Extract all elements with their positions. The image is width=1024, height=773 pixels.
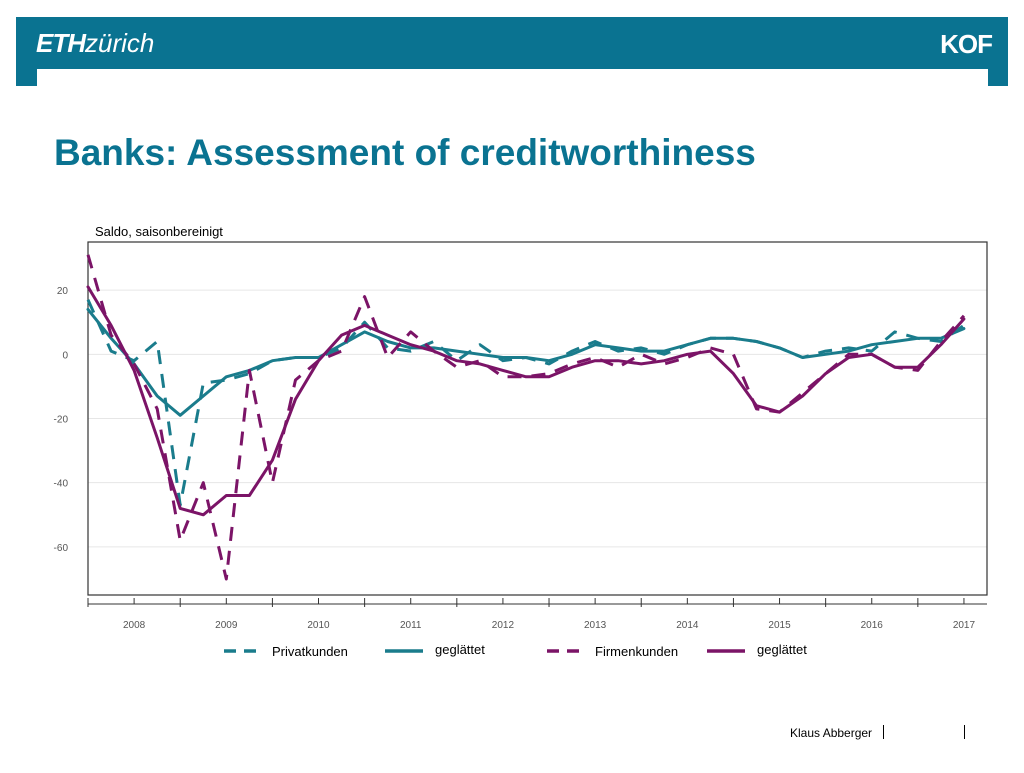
header-bar [16, 17, 1008, 69]
x-tick-label: 2013 [584, 620, 607, 631]
legend-label: Privatkunden [272, 644, 348, 659]
x-tick-label: 2015 [768, 620, 791, 631]
series-lines [86, 254, 966, 581]
x-tick-label: 2016 [861, 620, 884, 631]
x-tick-label: 2012 [492, 620, 515, 631]
footer-divider [964, 725, 965, 739]
legend-label: geglättet [757, 642, 807, 657]
eth-zurich-logo: ETHzürich [36, 27, 154, 59]
grid-lines [88, 289, 987, 548]
x-tick-label: 2008 [123, 620, 146, 631]
y-tick-label: 0 [62, 350, 68, 361]
chart-legend: Privatkunden geglättet Firmenkunden geglätt… [224, 642, 807, 659]
x-tick-label: 2014 [676, 620, 699, 631]
header-tab-left [16, 69, 37, 86]
y-tick-label: -60 [54, 543, 69, 554]
unit-label: Saldo, saisonbereinigt [95, 224, 223, 239]
x-tick-label: 2017 [953, 620, 976, 631]
y-tick-label: -40 [54, 479, 69, 490]
y-tick-label: 20 [57, 286, 69, 297]
series-line [86, 307, 966, 417]
series-line [86, 285, 966, 517]
series-line [86, 299, 965, 507]
footer-author: Klaus Abberger [790, 726, 873, 740]
x-tick-label: 2009 [215, 620, 238, 631]
header-tab-right [988, 69, 1008, 86]
x-tick-label: 2011 [400, 620, 422, 631]
legend-label: Firmenkunden [595, 644, 678, 659]
series-line [86, 254, 966, 581]
slide-title: Banks: Assessment of creditworthiness [54, 132, 756, 173]
x-tick-label: 2010 [307, 620, 330, 631]
eth-logo-bold: ETH [36, 28, 86, 58]
footer-divider [883, 725, 884, 739]
y-tick-label: -20 [54, 415, 69, 426]
plot-frame [87, 241, 988, 596]
kof-logo: KOF [940, 29, 993, 59]
eth-logo-rest: zürich [85, 28, 155, 58]
legend-label: geglättet [435, 642, 485, 657]
x-axis: 2008 2009 2010 2011 2012 2013 2014 2015 2016 2017 [87, 598, 987, 631]
y-axis-ticks: 20 0 -20 -40 -60 [54, 286, 69, 554]
